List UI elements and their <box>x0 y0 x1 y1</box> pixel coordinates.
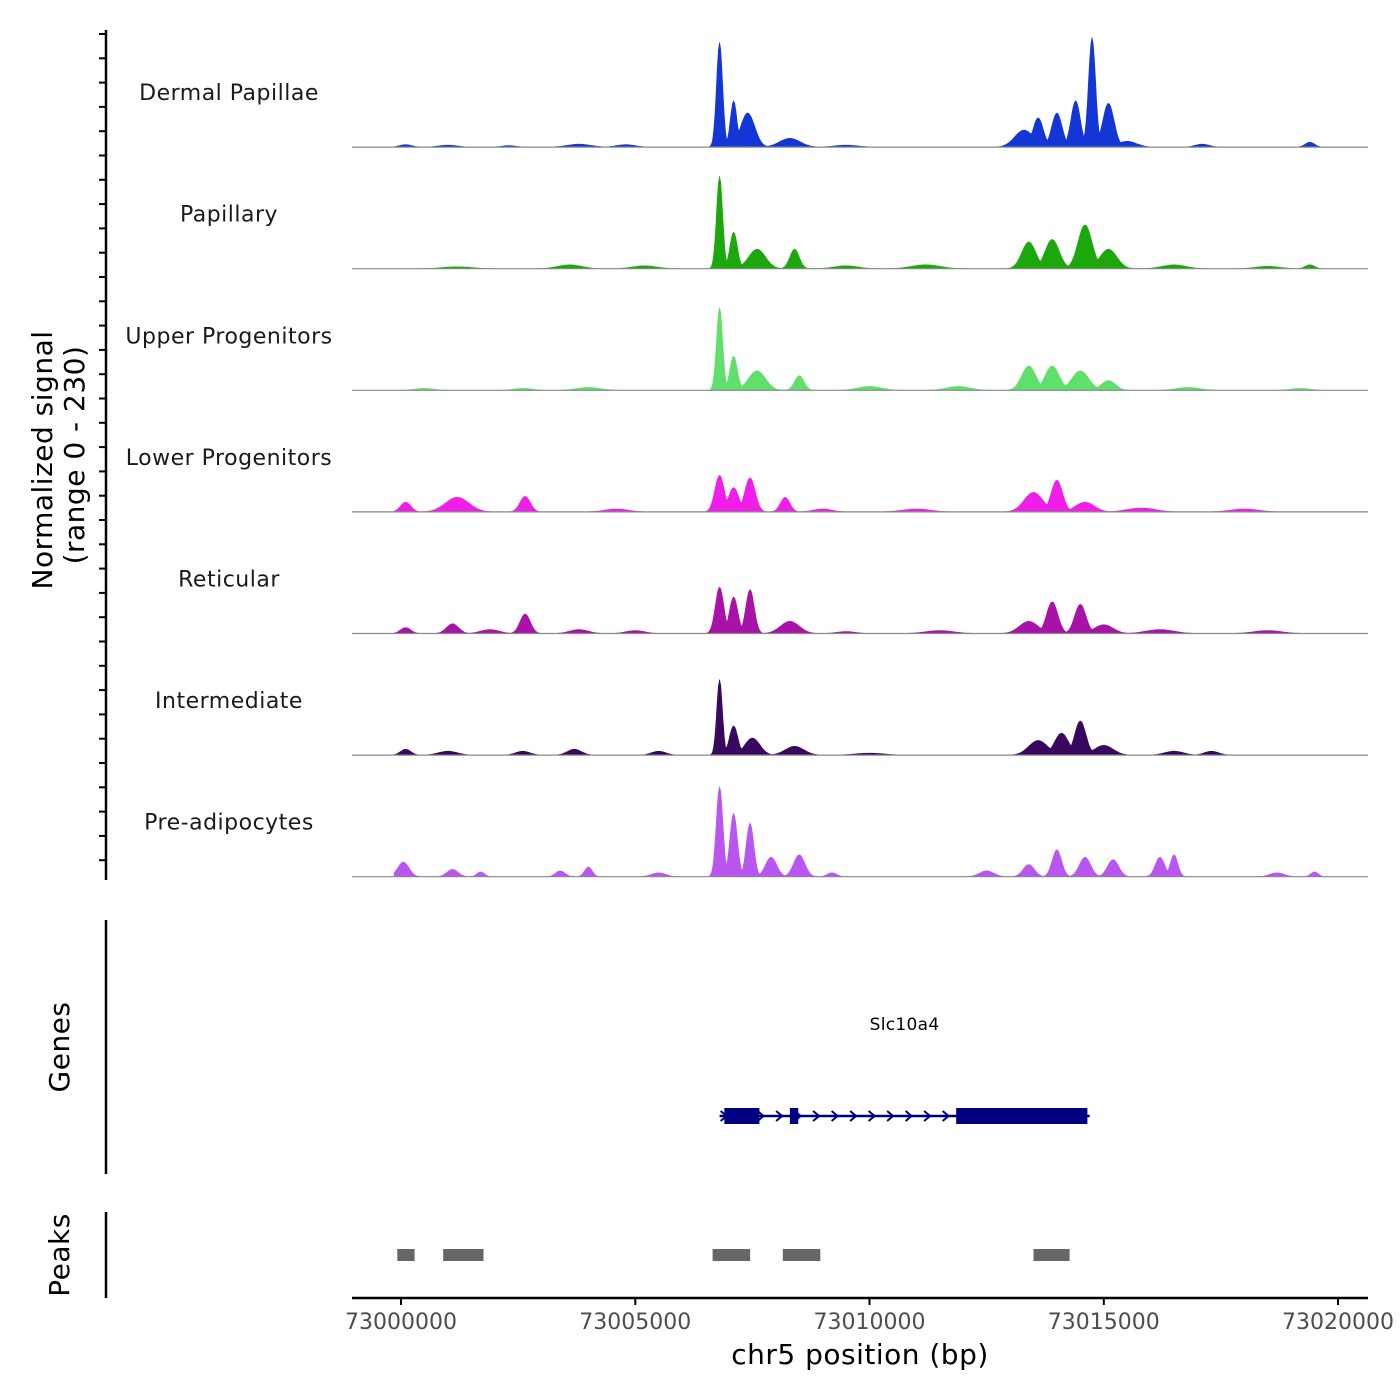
x-tick-label: 73020000 <box>1282 1310 1394 1335</box>
strand-arrow <box>867 1110 877 1122</box>
x-tick-label: 73015000 <box>1048 1310 1160 1335</box>
signal-area-intermediate <box>393 679 1324 756</box>
x-axis-title: chr5 position (bp) <box>731 1338 989 1371</box>
peak-region <box>443 1249 484 1261</box>
exon <box>789 1108 799 1124</box>
track-label-dermal-papillae: Dermal Papillae <box>139 81 319 106</box>
peaks-track-title: Peaks <box>43 1213 76 1297</box>
strand-arrow <box>941 1110 951 1122</box>
exon <box>724 1108 760 1124</box>
peak-region <box>712 1249 751 1261</box>
track-papillary: Papillary <box>180 176 1368 270</box>
y-axis-title-line2: (range 0 - 230) <box>58 346 91 565</box>
track-upper-progenitors: Upper Progenitors <box>125 307 1368 391</box>
gene-label: Slc10a4 <box>870 1015 940 1035</box>
genes-track-title: Genes <box>43 1002 76 1093</box>
strand-arrow <box>775 1110 784 1122</box>
coverage-tracks: Dermal Papillae Papillary Upper Progenitor… <box>125 37 1368 878</box>
y-axis-title-line1: Normalized signal <box>26 330 59 589</box>
signal-area-pre-adipocytes <box>393 786 1325 878</box>
track-label-papillary: Papillary <box>180 203 278 228</box>
signal-area-dermal-papillae <box>393 37 1325 148</box>
strand-arrow <box>812 1110 821 1122</box>
strand-arrow <box>849 1110 858 1122</box>
signal-area-lower-progenitors <box>393 474 1324 513</box>
peak-region <box>782 1249 821 1261</box>
strand-arrow <box>756 1110 766 1122</box>
peak-region <box>397 1249 415 1261</box>
track-dermal-papillae: Dermal Papillae <box>139 37 1368 148</box>
track-label-upper-progenitors: Upper Progenitors <box>125 324 332 349</box>
gene-slc10a4: Slc10a4 <box>719 1015 1090 1124</box>
x-tick-label: 73005000 <box>579 1310 691 1335</box>
track-lower-progenitors: Lower Progenitors <box>126 446 1368 513</box>
track-reticular: Reticular <box>178 568 1368 635</box>
strand-arrow <box>886 1110 895 1122</box>
track-label-lower-progenitors: Lower Progenitors <box>126 446 332 471</box>
track-label-pre-adipocytes: Pre-adipocytes <box>144 811 314 836</box>
peak-region <box>1033 1249 1070 1261</box>
track-intermediate: Intermediate <box>155 679 1368 756</box>
x-tick-label: 73000000 <box>345 1310 457 1335</box>
track-label-intermediate: Intermediate <box>155 689 303 714</box>
strand-arrow <box>830 1110 840 1122</box>
exon <box>956 1108 1088 1124</box>
signal-area-upper-progenitors <box>394 307 1325 391</box>
signal-area-papillary <box>394 176 1324 269</box>
signal-area-reticular <box>393 586 1324 634</box>
strand-arrow <box>923 1110 932 1122</box>
x-axis: 73000000 73005000 73010000 73015000 73020000 <box>345 1296 1394 1335</box>
plot-axes <box>99 30 108 1298</box>
strand-arrow <box>904 1110 914 1122</box>
gene-track: Slc10a4 <box>719 1015 1090 1124</box>
peaks-track <box>397 1249 1070 1261</box>
track-pre-adipocytes: Pre-adipocytes <box>144 786 1368 878</box>
x-tick-label: 73010000 <box>814 1310 926 1335</box>
track-label-reticular: Reticular <box>178 568 280 593</box>
